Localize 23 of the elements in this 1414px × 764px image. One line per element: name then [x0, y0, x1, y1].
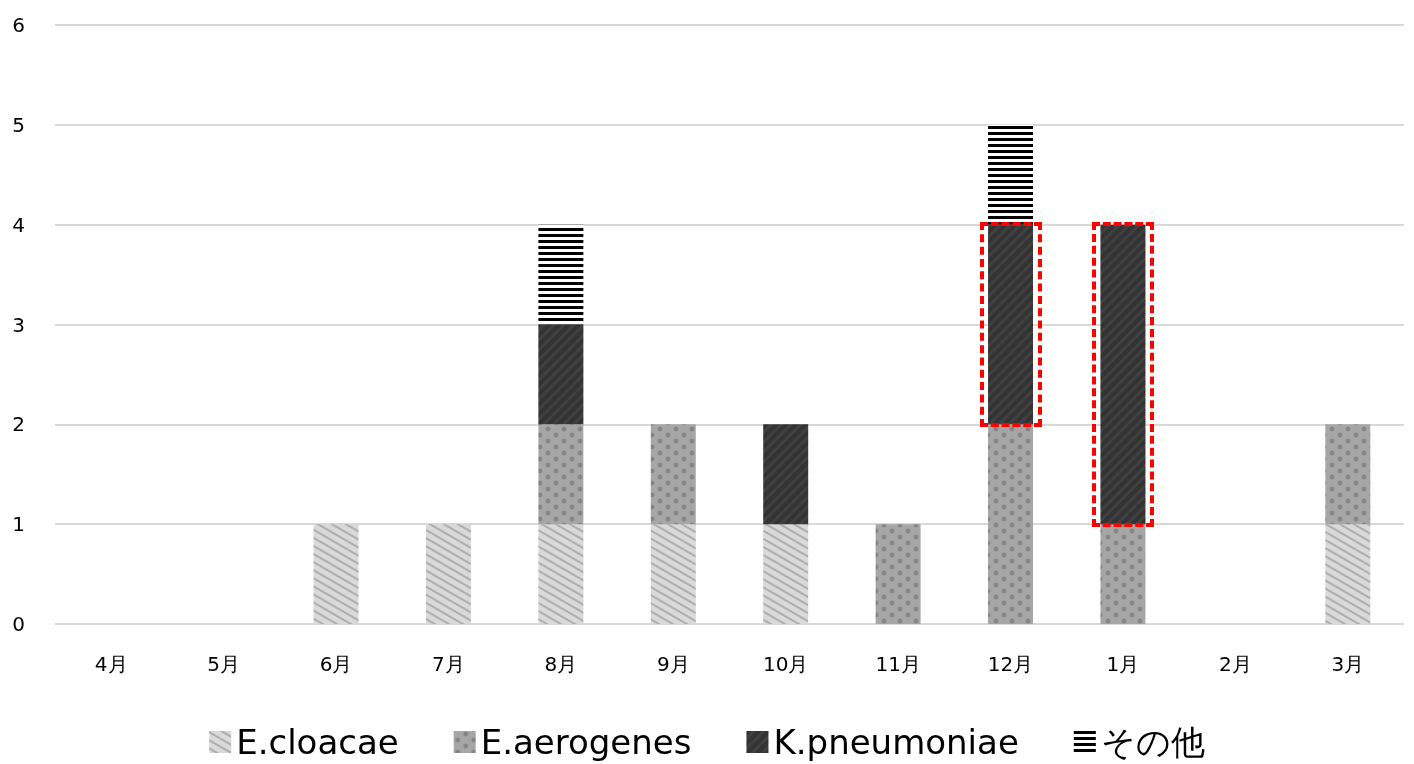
y-tick-label: 6: [12, 13, 25, 37]
x-tick-label: 1月: [1106, 652, 1140, 676]
x-tick-label: 12月: [987, 652, 1034, 676]
legend-label: E.aerogenes: [480, 722, 692, 762]
y-tick-label: 5: [12, 112, 25, 137]
y-tick-label: 0: [12, 612, 25, 636]
x-tick-label: 5月: [207, 652, 240, 676]
x-tick-label: 8月: [544, 652, 578, 676]
x-tick-label: 9月: [656, 652, 690, 676]
legend-label: K.pneumoniae: [773, 722, 1019, 762]
y-tick-label: 2: [12, 412, 25, 437]
x-tick-label: 11月: [875, 652, 921, 676]
y-tick-label: 4: [12, 212, 25, 237]
x-tick-label: 6月: [319, 652, 353, 676]
x-tick-label: 4月: [94, 652, 128, 676]
legend-label: その他: [1100, 722, 1205, 762]
x-tick-label: 7月: [432, 652, 465, 676]
legend-label: E.cloacae: [236, 722, 399, 762]
x-tick-label: 2月: [1219, 652, 1252, 676]
y-tick-label: 1: [12, 512, 25, 537]
x-tick-label: 3月: [1331, 652, 1365, 676]
x-tick-label: 10月: [762, 652, 809, 676]
y-tick-label: 3: [12, 312, 25, 337]
